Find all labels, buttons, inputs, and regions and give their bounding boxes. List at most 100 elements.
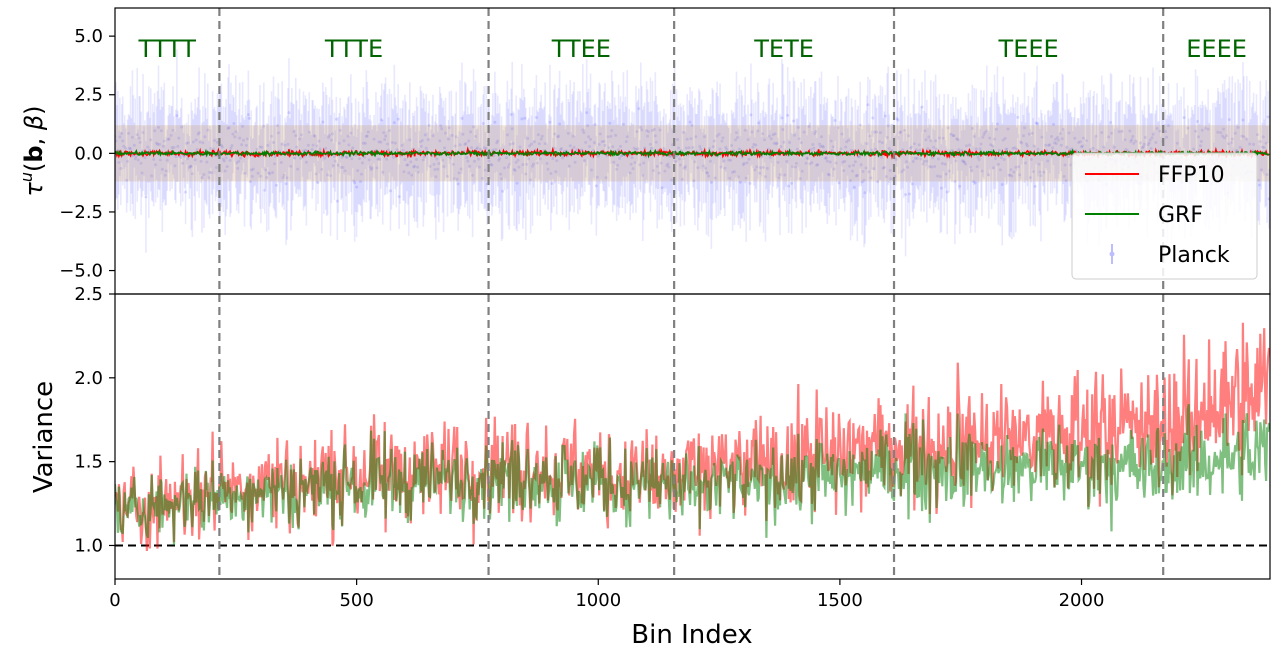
- planck-point: [589, 168, 593, 172]
- planck-point: [978, 147, 982, 151]
- planck-point: [240, 143, 244, 147]
- planck-point: [592, 141, 596, 145]
- grf-variance-line: [115, 403, 1270, 546]
- planck-point: [982, 133, 986, 137]
- planck-point: [1196, 135, 1200, 139]
- planck-point: [338, 128, 342, 132]
- planck-point: [869, 176, 873, 180]
- planck-point: [730, 143, 734, 147]
- planck-point: [320, 167, 324, 171]
- planck-point: [813, 132, 817, 136]
- planck-point: [600, 140, 604, 144]
- planck-point: [1147, 141, 1151, 145]
- planck-point: [166, 137, 170, 141]
- planck-point: [377, 140, 381, 144]
- planck-point: [226, 126, 230, 130]
- planck-point: [183, 154, 187, 158]
- planck-point: [1219, 131, 1223, 135]
- planck-point: [926, 147, 930, 151]
- planck-point: [898, 131, 902, 135]
- planck-point: [651, 169, 655, 173]
- planck-point: [792, 119, 796, 123]
- planck-point: [709, 180, 713, 184]
- planck-point: [1142, 142, 1146, 146]
- planck-point: [749, 113, 753, 117]
- planck-point: [911, 159, 915, 163]
- planck-point: [1198, 144, 1202, 148]
- planck-point: [384, 134, 388, 138]
- planck-point: [141, 131, 145, 135]
- planck-point: [208, 170, 212, 174]
- planck-point: [993, 137, 997, 141]
- planck-point: [815, 163, 819, 167]
- planck-point: [1109, 120, 1113, 124]
- planck-point: [395, 148, 399, 152]
- top-y-ticks: −5.0 −2.5 0.0 2.5 5.0: [59, 26, 115, 282]
- legend: FFP10 GRF Planck: [1071, 152, 1258, 280]
- planck-point: [172, 145, 176, 149]
- planck-point: [511, 142, 515, 146]
- planck-point: [1128, 129, 1132, 133]
- planck-point: [713, 176, 717, 180]
- planck-point: [759, 166, 763, 170]
- planck-point: [1248, 142, 1252, 146]
- planck-point: [848, 164, 852, 168]
- planck-point: [267, 171, 271, 175]
- planck-point: [994, 127, 998, 131]
- planck-point: [295, 145, 299, 149]
- planck-point: [1131, 134, 1135, 138]
- planck-point: [645, 128, 649, 132]
- planck-point: [932, 145, 936, 149]
- planck-point: [1017, 165, 1021, 169]
- planck-point: [214, 165, 218, 169]
- planck-point: [405, 163, 409, 167]
- planck-point: [439, 124, 443, 128]
- planck-point: [728, 176, 732, 180]
- planck-point: [467, 139, 471, 143]
- planck-point: [958, 184, 962, 188]
- planck-point: [725, 147, 729, 151]
- planck-point: [719, 165, 723, 169]
- planck-point: [884, 175, 888, 179]
- planck-point: [763, 175, 767, 179]
- planck-point: [460, 116, 464, 120]
- planck-point: [616, 163, 620, 167]
- planck-point: [1063, 163, 1067, 167]
- planck-point: [702, 164, 706, 168]
- planck-point: [746, 138, 750, 142]
- planck-point: [213, 139, 217, 143]
- planck-point: [1013, 146, 1017, 150]
- planck-point: [286, 142, 290, 146]
- planck-point: [146, 145, 150, 149]
- planck-point: [1019, 140, 1023, 144]
- planck-point: [783, 173, 787, 177]
- planck-point: [964, 162, 968, 166]
- planck-point: [227, 126, 231, 130]
- planck-point: [473, 159, 477, 163]
- planck-point: [659, 161, 663, 165]
- planck-point: [1065, 145, 1069, 149]
- planck-point: [326, 173, 330, 177]
- planck-point: [1132, 141, 1136, 145]
- planck-point: [703, 135, 707, 139]
- planck-point: [882, 165, 886, 169]
- planck-point: [610, 129, 614, 133]
- planck-point: [413, 164, 417, 168]
- planck-point: [249, 168, 253, 172]
- planck-point: [180, 125, 184, 129]
- planck-point: [344, 155, 348, 159]
- planck-point: [676, 138, 680, 142]
- planck-point: [837, 181, 841, 185]
- planck-point: [476, 157, 480, 161]
- planck-point: [1003, 136, 1007, 140]
- planck-point: [872, 167, 876, 171]
- planck-point: [625, 135, 629, 139]
- planck-point: [121, 139, 125, 143]
- planck-point: [351, 146, 355, 150]
- planck-point: [474, 134, 478, 138]
- planck-point: [194, 138, 198, 142]
- planck-point: [484, 146, 488, 150]
- planck-point: [603, 143, 607, 147]
- planck-point: [861, 170, 865, 174]
- planck-point: [498, 157, 502, 161]
